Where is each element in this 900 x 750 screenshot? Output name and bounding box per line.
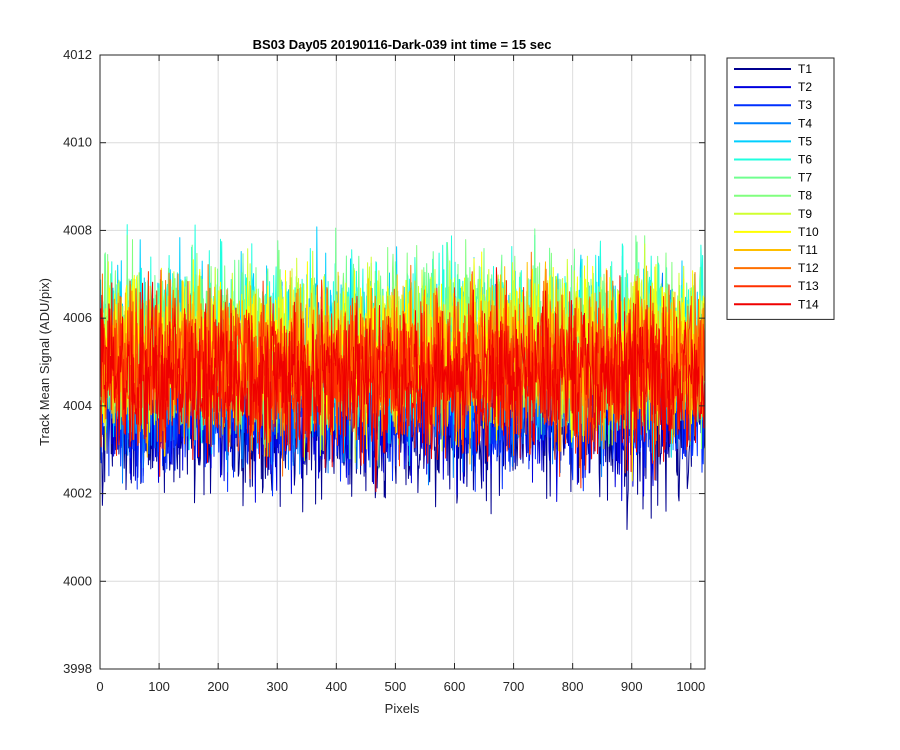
x-tick-label: 400 xyxy=(325,679,347,694)
y-tick-label: 4002 xyxy=(63,486,92,501)
y-tick-label: 4004 xyxy=(63,398,92,413)
legend-box xyxy=(726,57,835,320)
legend: T1 T2 T3 T4 T5 T6 T7 T8 T9 T10 T11 T12 T13 T14 xyxy=(726,57,835,320)
legend-label-t14: T14 xyxy=(798,297,819,311)
y-tick-label: 4012 xyxy=(63,47,92,62)
y-tick-label: 3998 xyxy=(63,661,92,676)
x-tick-label: 900 xyxy=(621,679,643,694)
x-tick-label: 100 xyxy=(148,679,170,694)
legend-label-t9: T9 xyxy=(798,207,812,221)
x-tick-label: 500 xyxy=(385,679,407,694)
legend-label-t10: T10 xyxy=(798,225,819,239)
legend-label-t12: T12 xyxy=(798,261,819,275)
legend-label-t8: T8 xyxy=(798,189,812,203)
legend-label-t13: T13 xyxy=(798,279,819,293)
legend-label-t11: T11 xyxy=(798,243,818,257)
chart-title: BS03 Day05 20190116-Dark-039 int time = … xyxy=(253,37,552,52)
y-tick-label: 4010 xyxy=(63,135,92,150)
y-tick-label: 4000 xyxy=(63,573,92,588)
legend-label-t5: T5 xyxy=(798,134,812,148)
x-tick-label: 300 xyxy=(266,679,288,694)
series-group xyxy=(100,224,705,530)
x-axis-label: Pixels xyxy=(385,701,420,716)
plot-frame xyxy=(99,54,706,670)
legend-label-t2: T2 xyxy=(798,80,812,94)
x-tick-label: 800 xyxy=(562,679,584,694)
y-tick-label: 4006 xyxy=(63,310,92,325)
legend-label-t4: T4 xyxy=(798,116,812,130)
legend-label-t1: T1 xyxy=(798,62,812,76)
legend-label-t7: T7 xyxy=(798,171,812,185)
legend-label-t6: T6 xyxy=(798,153,812,167)
y-tick-label: 4008 xyxy=(63,222,92,237)
x-tick-label: 200 xyxy=(207,679,229,694)
x-tick-label: 1000 xyxy=(676,679,705,694)
legend-label-t3: T3 xyxy=(798,98,812,112)
x-tick-label: 700 xyxy=(503,679,525,694)
series-line-t14 xyxy=(100,267,705,493)
x-tick-label: 0 xyxy=(96,679,103,694)
y-axis-label: Track Mean Signal (ADU/pix) xyxy=(37,278,52,446)
ticks: 0 100 200 300 400 500 600 700 800 900 1000 3998 4000… xyxy=(63,47,705,694)
x-tick-label: 600 xyxy=(444,679,466,694)
